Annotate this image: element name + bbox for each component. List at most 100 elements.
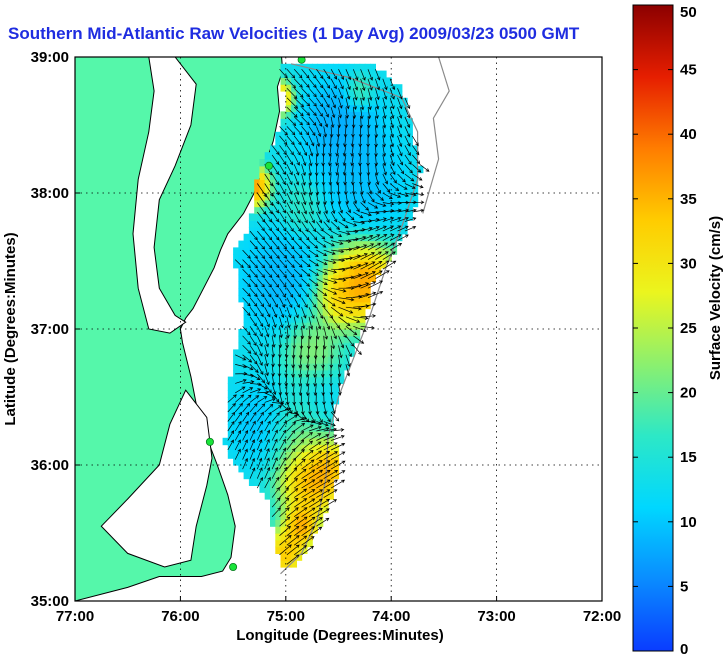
velocity-arrow <box>264 297 271 308</box>
speed-cell <box>349 97 355 106</box>
speed-cell <box>317 84 324 92</box>
speed-cell <box>254 193 261 201</box>
velocity-arrow <box>397 192 409 198</box>
velocity-arrow <box>279 307 285 319</box>
speed-cell <box>306 77 313 85</box>
velocity-arrow <box>278 335 283 349</box>
velocity-arrow <box>305 373 310 387</box>
colorbar-tick-label: 0 <box>680 641 688 658</box>
speed-cell <box>407 172 413 180</box>
velocity-arrow <box>286 477 298 489</box>
speed-cell <box>291 431 297 439</box>
velocity-arrow <box>351 126 355 138</box>
speed-cell <box>291 125 297 133</box>
speed-cell <box>243 471 250 480</box>
velocity-arrow <box>271 354 275 368</box>
speed-cell <box>296 410 303 418</box>
speed-cell <box>328 84 334 92</box>
speed-cell <box>280 424 287 432</box>
speed-cell <box>328 118 334 126</box>
velocity-arrow <box>404 97 411 110</box>
velocity-arrow <box>308 460 323 470</box>
speed-cell <box>264 397 271 405</box>
speed-cell <box>275 356 282 364</box>
speed-cell <box>349 281 355 289</box>
speed-cell <box>243 329 250 337</box>
speed-cell <box>285 97 292 106</box>
speed-cell <box>391 118 398 126</box>
speed-cell <box>333 383 340 391</box>
speed-cell <box>317 397 324 405</box>
speed-cell <box>359 261 366 269</box>
speed-cell <box>296 478 303 486</box>
speed-cell <box>317 471 324 480</box>
velocity-arrow <box>293 78 303 88</box>
velocity-arrow <box>351 183 356 196</box>
velocity-arrow <box>352 107 357 120</box>
speed-cell <box>328 199 334 208</box>
speed-cell <box>370 261 376 269</box>
speed-cell <box>264 492 271 500</box>
velocity-arrow <box>350 154 354 167</box>
speed-cell <box>317 186 324 194</box>
velocity-arrow <box>286 173 293 186</box>
velocity-arrow <box>286 202 293 214</box>
speed-cell <box>270 417 276 425</box>
velocity-arrow <box>358 126 363 138</box>
speed-cell <box>338 145 345 153</box>
velocity-arrow <box>301 307 307 319</box>
speed-cell <box>296 403 303 412</box>
speed-cell <box>364 165 371 174</box>
speed-cell <box>285 369 292 378</box>
speed-cell <box>291 295 297 303</box>
colorbar-tick-label: 20 <box>680 385 697 402</box>
speed-cell <box>317 125 324 133</box>
speed-cell <box>264 335 271 344</box>
velocity-arrow <box>271 438 278 451</box>
velocity-arrow <box>323 326 328 340</box>
velocity-arrow <box>249 373 261 380</box>
speed-cell <box>296 417 303 425</box>
speed-cell <box>328 458 334 466</box>
speed-cell <box>359 84 366 92</box>
velocity-arrow <box>249 364 259 374</box>
speed-cell <box>254 295 261 303</box>
speed-cell <box>254 179 261 187</box>
speed-cell <box>312 274 318 282</box>
speed-cell <box>280 403 287 412</box>
speed-cell <box>391 165 398 174</box>
velocity-arrow <box>360 192 366 204</box>
speed-cell <box>322 145 329 153</box>
speed-cell <box>301 356 308 364</box>
velocity-arrow <box>323 78 331 89</box>
speed-cell <box>233 247 239 255</box>
velocity-arrow <box>344 183 348 196</box>
speed-cell <box>238 431 245 439</box>
speed-cell <box>280 376 287 384</box>
velocity-arrow <box>308 307 315 319</box>
velocity-arrow <box>271 364 275 377</box>
speed-cell <box>275 546 282 554</box>
speed-cell <box>380 261 387 269</box>
velocity-arrow <box>330 221 341 230</box>
x-tick-label: 74:00 <box>372 608 410 625</box>
speed-cell <box>396 213 403 221</box>
speed-cell <box>328 111 334 119</box>
speed-cell <box>285 417 292 425</box>
y-tick-label: 38:00 <box>31 185 69 202</box>
speed-cell <box>270 159 276 167</box>
velocity-arrow <box>293 202 300 215</box>
velocity-arrow <box>301 221 309 233</box>
velocity-arrow <box>292 335 297 350</box>
speed-cell <box>312 499 318 507</box>
speed-cell <box>270 424 276 432</box>
speed-cell <box>270 397 276 405</box>
velocity-arrow <box>293 154 300 166</box>
speed-cell <box>280 227 287 235</box>
speed-cell <box>291 512 297 520</box>
velocity-arrow <box>286 249 295 259</box>
velocity-arrow <box>360 202 370 211</box>
speed-cell <box>248 295 255 303</box>
speed-cell <box>349 145 355 153</box>
velocity-arrow <box>293 97 305 108</box>
